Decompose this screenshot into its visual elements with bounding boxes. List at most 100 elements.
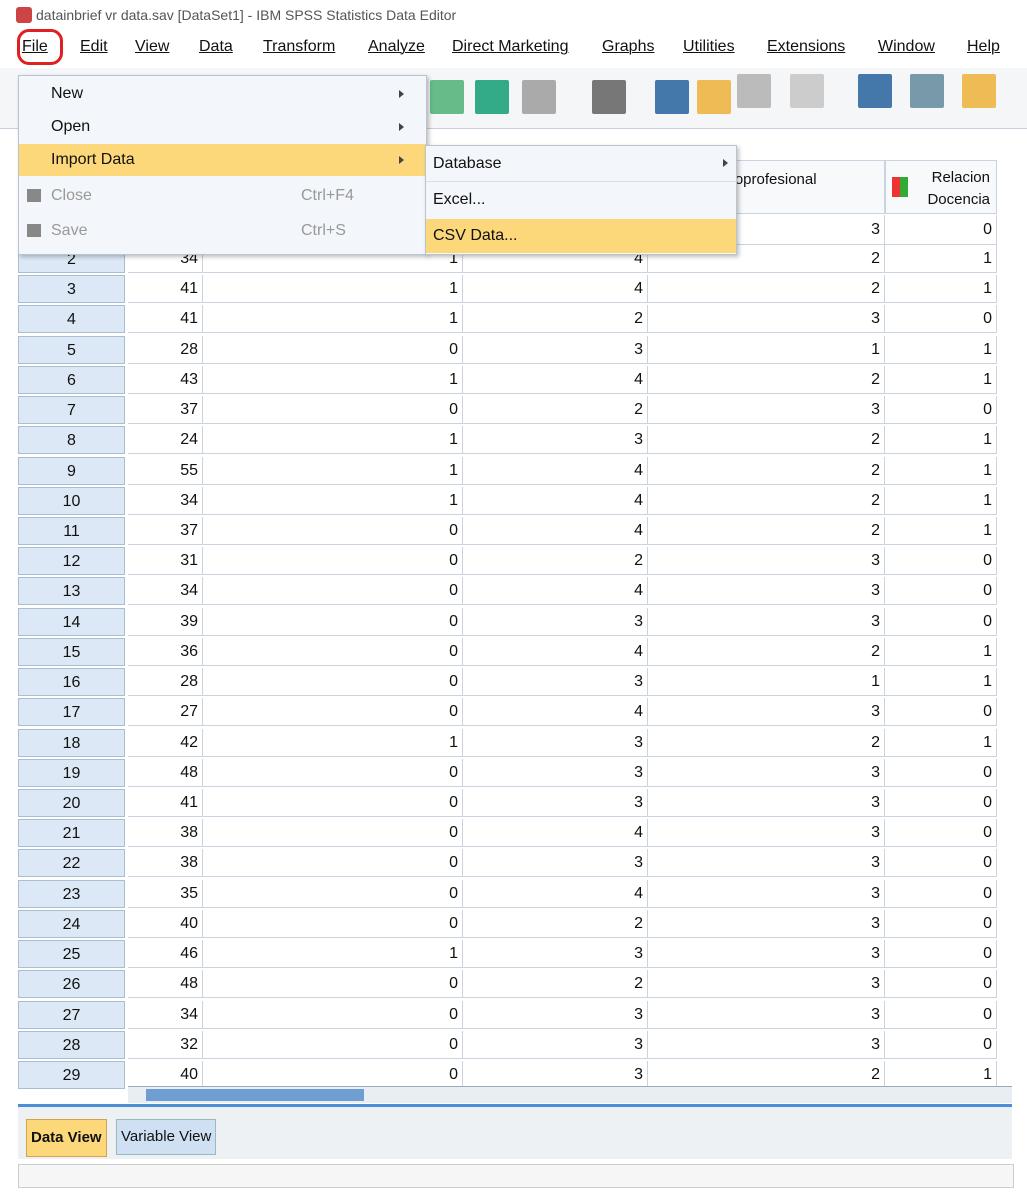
- cell[interactable]: 0: [885, 788, 997, 817]
- cell[interactable]: 3: [648, 577, 885, 606]
- cell[interactable]: 43: [128, 365, 203, 394]
- cell[interactable]: 34: [128, 577, 203, 606]
- menu-item[interactable]: Graphs: [602, 38, 655, 55]
- cell[interactable]: 0: [885, 970, 997, 999]
- toolbar-icon[interactable]: [737, 74, 771, 108]
- cell[interactable]: 1: [203, 305, 463, 334]
- cell[interactable]: 3: [648, 547, 885, 576]
- row-number[interactable]: 16: [18, 668, 125, 697]
- row-number[interactable]: 28: [18, 1030, 125, 1059]
- menu-item[interactable]: Edit: [80, 38, 108, 55]
- cell[interactable]: 0: [203, 607, 463, 636]
- row-number[interactable]: 6: [18, 365, 125, 394]
- file-menu-item[interactable]: Import Data: [19, 144, 426, 176]
- cell[interactable]: 3: [648, 788, 885, 817]
- cell[interactable]: 0: [885, 819, 997, 848]
- cell[interactable]: 2: [648, 365, 885, 394]
- cell[interactable]: 1: [885, 365, 997, 394]
- cell[interactable]: 2: [463, 547, 648, 576]
- toolbar-icon[interactable]: [475, 80, 509, 114]
- cell[interactable]: 3: [463, 335, 648, 364]
- toolbar-icon[interactable]: [910, 74, 944, 108]
- cell[interactable]: 2: [648, 486, 885, 515]
- cell[interactable]: 3: [463, 607, 648, 636]
- scroll-thumb[interactable]: [146, 1089, 364, 1101]
- toolbar-icon[interactable]: [430, 80, 464, 114]
- cell[interactable]: 3: [648, 1030, 885, 1059]
- cell[interactable]: 1: [885, 637, 997, 666]
- cell[interactable]: 1: [885, 668, 997, 697]
- row-number[interactable]: 19: [18, 758, 125, 787]
- cell[interactable]: 35: [128, 879, 203, 908]
- cell[interactable]: 41: [128, 275, 203, 304]
- menu-item[interactable]: Utilities: [683, 38, 735, 55]
- cell[interactable]: 3: [648, 909, 885, 938]
- cell[interactable]: 2: [463, 909, 648, 938]
- row-number[interactable]: 11: [18, 516, 125, 545]
- cell[interactable]: 1: [885, 275, 997, 304]
- cell[interactable]: 39: [128, 607, 203, 636]
- cell[interactable]: 3: [648, 849, 885, 878]
- cell[interactable]: 0: [885, 396, 997, 425]
- cell[interactable]: 3: [648, 940, 885, 969]
- menu-item[interactable]: Direct Marketing: [452, 38, 569, 55]
- row-number[interactable]: 18: [18, 728, 125, 757]
- cell[interactable]: 3: [648, 305, 885, 334]
- cell[interactable]: 46: [128, 940, 203, 969]
- cell[interactable]: 1: [203, 275, 463, 304]
- row-number[interactable]: 15: [18, 637, 125, 666]
- toolbar-icon[interactable]: [522, 80, 556, 114]
- row-number[interactable]: 12: [18, 547, 125, 576]
- cell[interactable]: 0: [203, 668, 463, 697]
- cell[interactable]: 31: [128, 547, 203, 576]
- cell[interactable]: 4: [463, 245, 648, 273]
- cell[interactable]: 0: [203, 1060, 463, 1089]
- row-number[interactable]: 24: [18, 909, 125, 938]
- cell[interactable]: 40: [128, 909, 203, 938]
- cell[interactable]: 36: [128, 637, 203, 666]
- cell[interactable]: 1: [885, 426, 997, 455]
- scrollbar[interactable]: [128, 1086, 1012, 1103]
- cell[interactable]: 3: [648, 1000, 885, 1029]
- cell[interactable]: 34: [128, 1000, 203, 1029]
- cell[interactable]: 1: [203, 940, 463, 969]
- cell[interactable]: 0: [885, 577, 997, 606]
- cell[interactable]: 3: [463, 788, 648, 817]
- cell[interactable]: 2: [648, 728, 885, 757]
- cell[interactable]: 3: [648, 970, 885, 999]
- cell[interactable]: 4: [463, 456, 648, 485]
- cell[interactable]: 1: [203, 426, 463, 455]
- cell[interactable]: 0: [203, 970, 463, 999]
- cell[interactable]: 4: [463, 637, 648, 666]
- cell[interactable]: 4: [463, 365, 648, 394]
- cell[interactable]: 0: [203, 1000, 463, 1029]
- cell[interactable]: 0: [885, 1030, 997, 1059]
- cell[interactable]: 1: [648, 668, 885, 697]
- cell[interactable]: 0: [203, 849, 463, 878]
- cell[interactable]: 40: [128, 1060, 203, 1089]
- menu-item[interactable]: Analyze: [368, 38, 425, 55]
- cell[interactable]: 48: [128, 758, 203, 787]
- row-number[interactable]: 25: [18, 940, 125, 969]
- cell[interactable]: 0: [203, 577, 463, 606]
- cell[interactable]: 28: [128, 335, 203, 364]
- cell[interactable]: 4: [463, 516, 648, 545]
- submenu-item[interactable]: Database: [426, 147, 736, 182]
- row-number[interactable]: 23: [18, 879, 125, 908]
- menu-item[interactable]: Help: [967, 38, 1000, 55]
- cell[interactable]: 28: [128, 668, 203, 697]
- cell[interactable]: 2: [463, 305, 648, 334]
- tab-active[interactable]: Data View: [26, 1119, 107, 1157]
- row-number[interactable]: 20: [18, 788, 125, 817]
- cell[interactable]: 3: [463, 1060, 648, 1089]
- cell[interactable]: 3: [648, 607, 885, 636]
- cell[interactable]: 0: [203, 788, 463, 817]
- file-menu-item[interactable]: Open: [19, 111, 426, 143]
- toolbar-icon[interactable]: [655, 80, 689, 114]
- cell[interactable]: 2: [648, 245, 885, 273]
- cell[interactable]: 0: [203, 819, 463, 848]
- cell[interactable]: 0: [885, 1000, 997, 1029]
- cell[interactable]: 0: [885, 909, 997, 938]
- cell[interactable]: 3: [648, 819, 885, 848]
- row-number[interactable]: 9: [18, 456, 125, 485]
